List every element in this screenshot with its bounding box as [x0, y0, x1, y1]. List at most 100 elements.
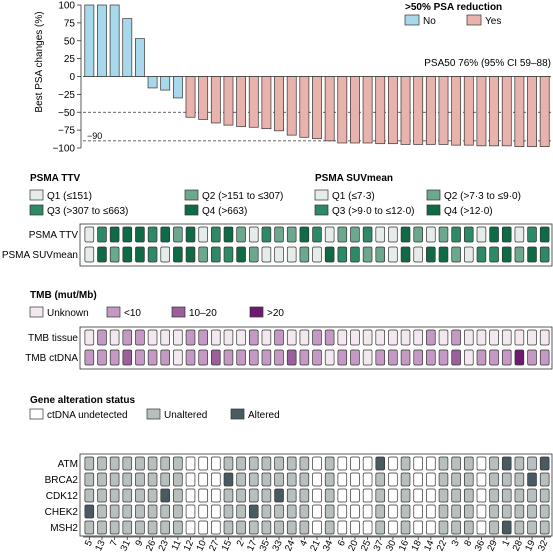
gene-row-msh2-cell	[464, 520, 474, 535]
x-tick-label: 22	[435, 539, 449, 553]
x-tick-label: 23	[156, 539, 170, 553]
psma-suv-legend-label: Q4 (>12·0)	[444, 206, 493, 217]
tmb-tissue-row-cell	[438, 329, 449, 346]
gene-row-chek2-cell	[489, 504, 499, 519]
tmb-tissue-row-cell	[337, 329, 348, 346]
gene-row-atm-cell	[248, 456, 259, 471]
gene-row-brca2-cell	[312, 472, 322, 487]
gene-row-msh2-cell	[135, 520, 145, 535]
psma-ttv-legend-swatch	[29, 204, 44, 216]
gene-row-cdk12-cell	[312, 488, 322, 503]
x-tick-label: 26	[144, 539, 158, 553]
gene-row-atm-cell	[514, 456, 525, 471]
gene-row-cdk12-cell	[476, 488, 487, 503]
psma-suv-legend-swatch	[314, 189, 329, 201]
tmb-tissue-row-label: TMB tissue	[28, 333, 78, 344]
gene-row-atm-cell	[122, 456, 133, 471]
gene-row-msh2-cell	[109, 520, 120, 535]
gene-row-atm-cell	[362, 456, 373, 471]
psma-heatmap-frame	[79, 223, 553, 267]
gene-row-chek2-cell	[97, 504, 107, 519]
gene-row-cdk12-cell	[109, 488, 120, 503]
tmb-ctdna-row-cell	[261, 349, 272, 366]
y-tick-label: 0	[69, 72, 75, 83]
gene-row-msh2-cell	[438, 520, 449, 535]
gene-row-brca2-cell	[324, 472, 335, 487]
psma-suv-row-cell	[362, 246, 373, 263]
gene-row-atm-cell	[223, 456, 234, 471]
x-tick-label: 35	[258, 539, 272, 553]
gene-row-chek2-cell	[337, 504, 348, 519]
gene-row-brca2-cell	[97, 472, 107, 487]
psma-ttv-row-cell	[261, 226, 272, 243]
x-tick-label: 21	[308, 539, 322, 553]
gene-row-msh2-cell	[489, 520, 499, 535]
gene-row-msh2-cell	[501, 520, 512, 535]
gene-row-cdk12-cell	[147, 488, 158, 503]
x-tick-label: 2	[235, 539, 247, 548]
gene-heatmap-frame	[79, 453, 553, 537]
x-tick-label: 10	[194, 539, 208, 553]
gene-row-chek2-cell	[350, 504, 360, 519]
gene-row-brca2-cell	[501, 472, 512, 487]
gene-row-brca2-label: BRCA2	[45, 475, 79, 486]
psa-bar	[198, 76, 209, 120]
gene-row-chek2-cell	[514, 504, 525, 519]
gene-title: Gene alteration status	[30, 395, 135, 406]
gene-row-atm-cell	[400, 456, 411, 471]
gene-row-brca2-cell	[109, 472, 120, 487]
x-tick-label: 17	[245, 539, 259, 553]
psa-bar	[375, 76, 386, 145]
psa-bar	[286, 76, 297, 136]
gene-row-msh2-cell	[426, 520, 436, 535]
gene-row-brca2-cell	[236, 472, 246, 487]
x-tick-label: 19	[523, 539, 537, 553]
gene-row-cdk12-cell	[160, 488, 170, 503]
tmb-ctdna-row-cell	[337, 349, 348, 366]
gene-row-chek2-cell	[236, 504, 246, 519]
gene-row-msh2-cell	[173, 520, 183, 535]
gene-row-brca2-cell	[438, 472, 449, 487]
gene-row-brca2-cell	[350, 472, 360, 487]
psma-ttv-row-cell	[198, 226, 208, 243]
psma-ttv-row-cell	[539, 226, 550, 243]
psma-suv-row-cell	[464, 246, 474, 263]
psa-bar	[362, 76, 373, 144]
gene-row-brca2-cell	[185, 472, 196, 487]
psma-ttv-row-cell	[413, 226, 423, 243]
y-tick-label: 25	[64, 54, 76, 65]
gene-row-chek2-cell	[84, 504, 95, 519]
psma-suv-row-cell	[135, 246, 145, 263]
gene-row-cdk12-cell	[299, 488, 310, 503]
tmb-tissue-row-cell	[324, 329, 335, 346]
psma-ttv-row-cell	[400, 226, 411, 243]
gene-row-brca2-cell	[451, 472, 461, 487]
psa-bar	[527, 76, 537, 147]
gene-row-msh2-cell	[350, 520, 360, 535]
legend-title: >50% PSA reduction	[405, 2, 502, 13]
gene-row-chek2-cell	[324, 504, 335, 519]
tmb-tissue-row-cell	[299, 329, 310, 346]
psma-ttv-legend-swatch	[29, 189, 44, 201]
gene-row-cdk12-cell	[236, 488, 246, 503]
tmb-tissue-row-cell	[451, 329, 461, 346]
x-tick-label: 12	[182, 539, 196, 553]
psma-ttv-row-cell	[514, 226, 525, 243]
gene-row-atm-cell	[97, 456, 107, 471]
gene-row-msh2-label: MSH2	[50, 523, 78, 534]
gene-row-brca2-cell	[476, 472, 487, 487]
psa-bar	[463, 76, 474, 146]
tmb-tissue-row-cell	[97, 329, 107, 346]
tmb-ctdna-row-cell	[426, 349, 436, 366]
x-tick-label: 13	[93, 539, 107, 553]
tmb-ctdna-row-cell	[400, 349, 411, 366]
gene-row-chek2-cell	[438, 504, 449, 519]
tmb-legend-label: >20	[267, 308, 284, 319]
psma-suv-row-cell	[173, 246, 183, 263]
gene-row-atm-cell	[451, 456, 461, 471]
tmb-tissue-row-cell	[160, 329, 170, 346]
gene-row-atm-cell	[286, 456, 297, 471]
psma-ttv-row-cell	[236, 226, 246, 243]
tmb-ctdna-row-cell	[84, 349, 95, 366]
psma-suv-row-cell	[211, 246, 221, 263]
